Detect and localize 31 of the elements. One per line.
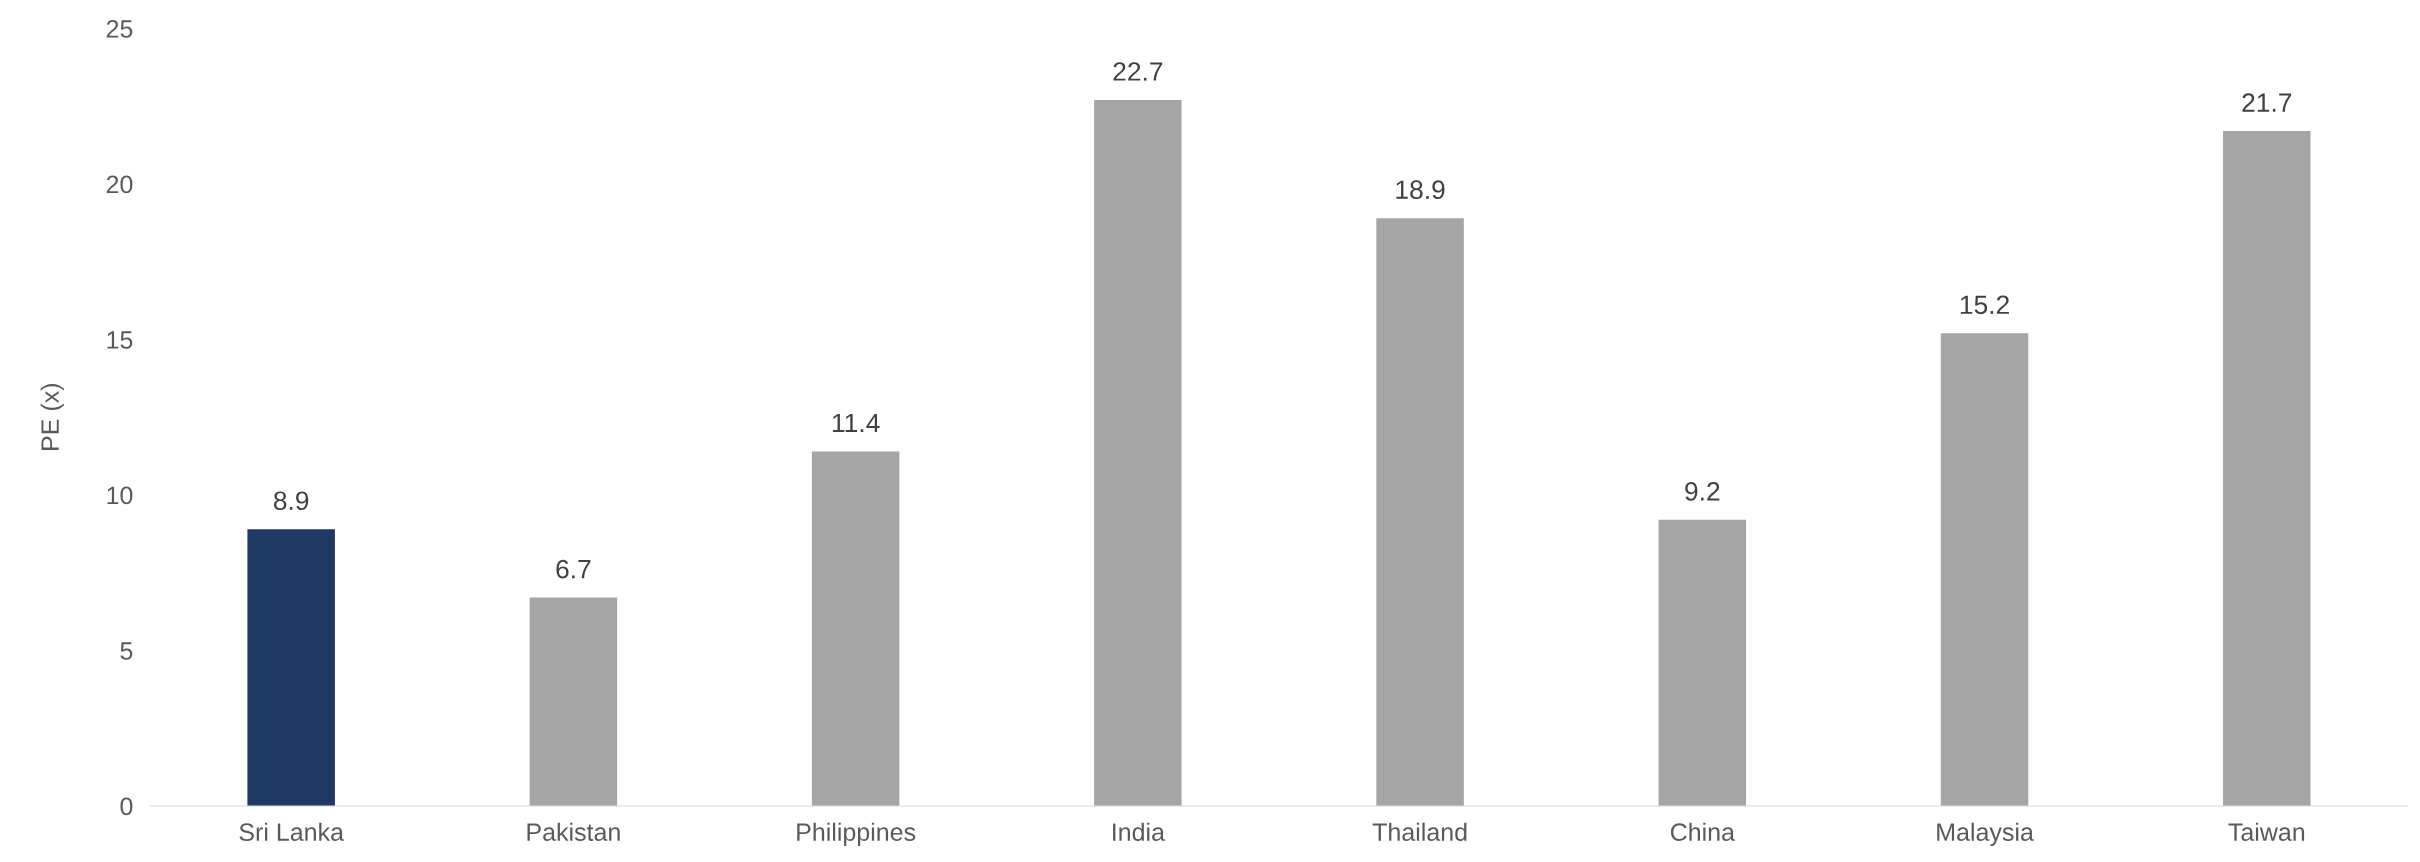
data-label: 9.2 xyxy=(1685,482,1720,501)
y-tick-label: 20 xyxy=(106,175,133,194)
x-tick-label: Malaysia xyxy=(1937,822,2034,846)
y-axis-title: PE (x) xyxy=(40,384,64,450)
data-label: 11.4 xyxy=(832,413,880,433)
x-tick-label: Thailand xyxy=(1372,822,1467,841)
bar xyxy=(247,529,335,806)
y-tick-label: 25 xyxy=(106,20,133,38)
y-tick-label: 5 xyxy=(120,642,133,660)
y-tick-label: 10 xyxy=(107,486,133,505)
data-label: 22.7 xyxy=(1113,62,1163,81)
x-tick-label: Philippines xyxy=(797,822,916,846)
x-tick-label: Pakistan xyxy=(527,822,620,841)
bar xyxy=(2223,131,2311,806)
bar xyxy=(1940,333,2029,806)
y-tick-label: 15 xyxy=(107,331,133,349)
x-tick-label: Taiwan xyxy=(2228,822,2305,841)
bar xyxy=(811,451,900,806)
data-label: 18.9 xyxy=(1396,180,1445,200)
y-tick-label: 0 xyxy=(120,797,133,816)
bar xyxy=(1376,218,1464,806)
bar xyxy=(1094,99,1182,806)
x-tick-label: India xyxy=(1113,822,1165,841)
bar xyxy=(529,597,618,806)
data-label: 21.7 xyxy=(2242,93,2292,112)
data-label: 15.2 xyxy=(1960,295,2009,315)
x-tick-label: China xyxy=(1670,822,1735,841)
bar xyxy=(1658,519,1747,806)
data-label: 8.9 xyxy=(273,491,309,511)
x-tick-label: Sri Lanka xyxy=(239,822,344,841)
data-label: 6.7 xyxy=(556,559,591,579)
